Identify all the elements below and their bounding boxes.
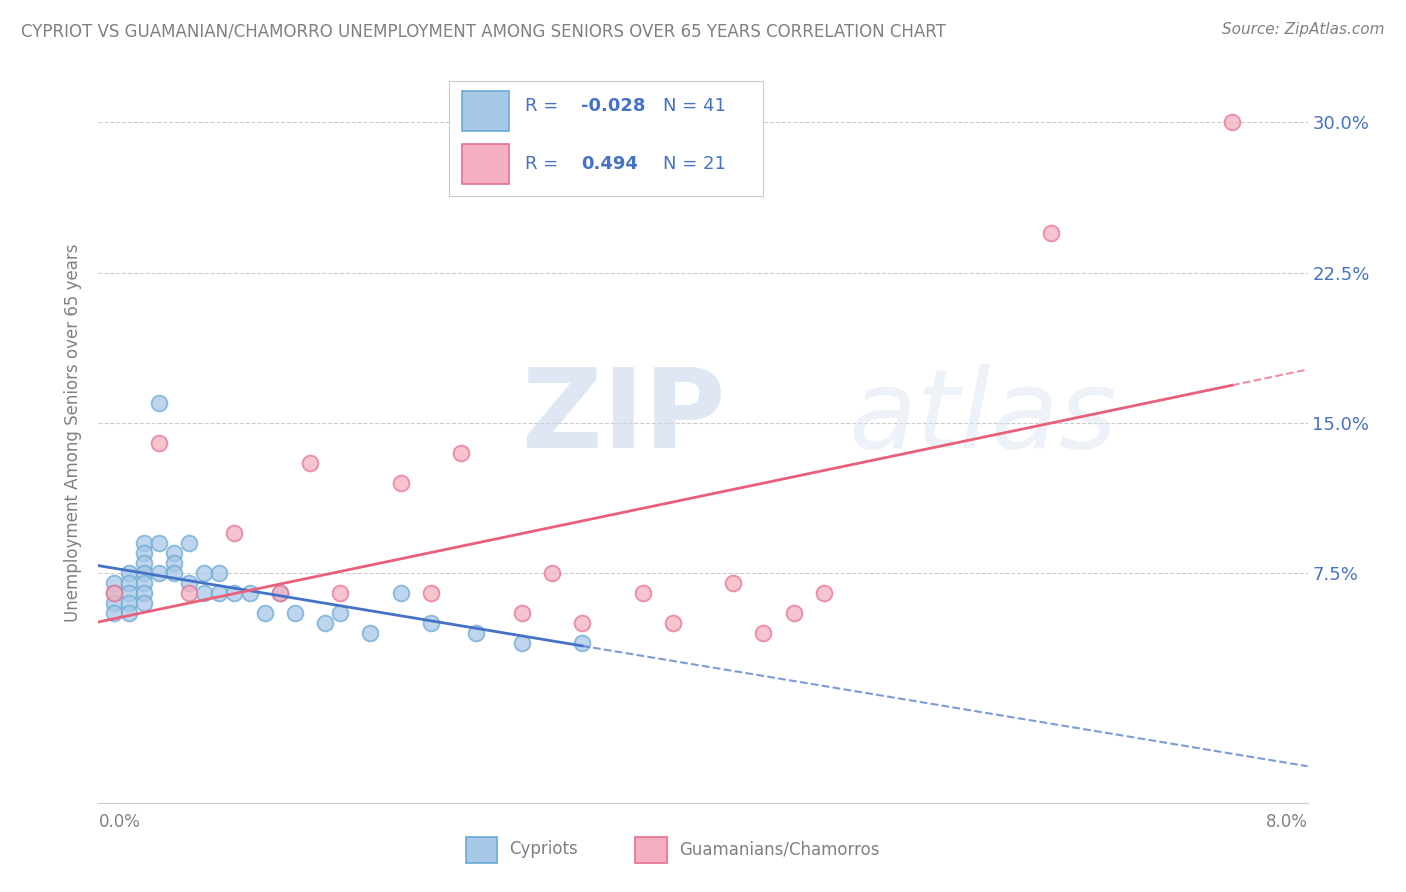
Point bbox=[631, 585, 654, 599]
Point bbox=[103, 585, 125, 599]
Point bbox=[103, 606, 125, 620]
Point bbox=[208, 585, 231, 599]
Point bbox=[132, 585, 155, 599]
Point bbox=[752, 625, 775, 640]
Point bbox=[420, 585, 443, 599]
Point bbox=[132, 575, 155, 590]
Point bbox=[224, 585, 246, 599]
Text: ZIP: ZIP bbox=[522, 364, 725, 471]
Point bbox=[510, 606, 533, 620]
Point bbox=[253, 606, 276, 620]
Point bbox=[360, 625, 382, 640]
Text: CYPRIOT VS GUAMANIAN/CHAMORRO UNEMPLOYMENT AMONG SENIORS OVER 65 YEARS CORRELATI: CYPRIOT VS GUAMANIAN/CHAMORRO UNEMPLOYME… bbox=[21, 22, 946, 40]
Point bbox=[329, 606, 352, 620]
Point bbox=[118, 596, 141, 610]
Point bbox=[571, 615, 593, 630]
Point bbox=[269, 585, 291, 599]
Point bbox=[269, 585, 291, 599]
Point bbox=[299, 456, 322, 470]
Point bbox=[510, 636, 533, 650]
Point bbox=[1220, 115, 1243, 129]
Point bbox=[571, 636, 593, 650]
Point bbox=[132, 566, 155, 580]
Point bbox=[179, 575, 201, 590]
Point bbox=[132, 556, 155, 570]
Point bbox=[179, 585, 201, 599]
Point bbox=[224, 525, 246, 540]
Point bbox=[389, 585, 412, 599]
Point bbox=[284, 606, 307, 620]
Point bbox=[239, 585, 262, 599]
Point bbox=[163, 556, 186, 570]
Point bbox=[813, 585, 835, 599]
Point bbox=[661, 615, 683, 630]
Point bbox=[118, 575, 141, 590]
Point bbox=[329, 585, 352, 599]
Point bbox=[163, 566, 186, 580]
Point bbox=[132, 596, 155, 610]
Point bbox=[103, 575, 125, 590]
Point bbox=[118, 566, 141, 580]
Point bbox=[783, 606, 806, 620]
Point bbox=[193, 585, 215, 599]
Point bbox=[118, 585, 141, 599]
Point bbox=[148, 535, 170, 549]
Point bbox=[193, 566, 215, 580]
Point bbox=[132, 535, 155, 549]
Point bbox=[540, 566, 562, 580]
Point bbox=[103, 596, 125, 610]
Point bbox=[118, 606, 141, 620]
Point bbox=[465, 625, 488, 640]
Y-axis label: Unemployment Among Seniors over 65 years: Unemployment Among Seniors over 65 years bbox=[65, 244, 83, 622]
Point bbox=[163, 546, 186, 560]
Point bbox=[132, 546, 155, 560]
Point bbox=[1039, 226, 1062, 240]
Point bbox=[450, 445, 472, 459]
Text: atlas: atlas bbox=[848, 364, 1116, 471]
Text: Source: ZipAtlas.com: Source: ZipAtlas.com bbox=[1222, 22, 1385, 37]
Point bbox=[148, 395, 170, 409]
Point bbox=[314, 615, 336, 630]
Point bbox=[179, 535, 201, 549]
Point bbox=[420, 615, 443, 630]
Point bbox=[723, 575, 745, 590]
Point bbox=[103, 585, 125, 599]
Point bbox=[148, 435, 170, 450]
Point bbox=[208, 566, 231, 580]
Text: 0.0%: 0.0% bbox=[98, 813, 141, 830]
Text: 8.0%: 8.0% bbox=[1265, 813, 1308, 830]
Point bbox=[389, 475, 412, 490]
Point bbox=[148, 566, 170, 580]
